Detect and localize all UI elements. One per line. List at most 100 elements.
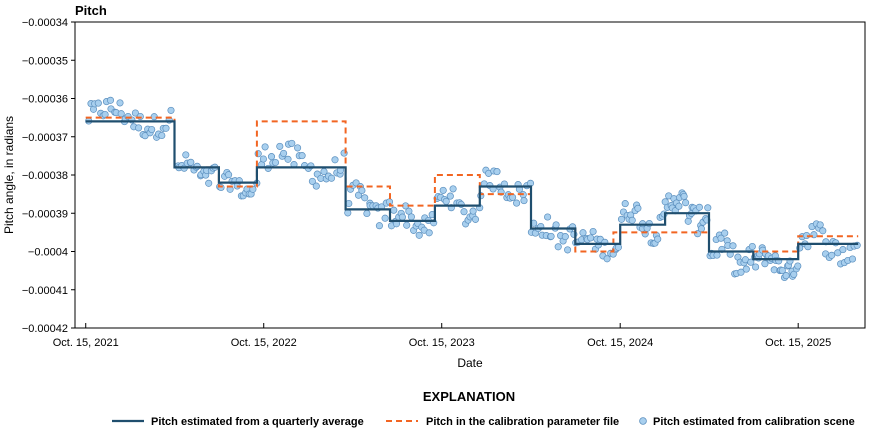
scene-point [158, 131, 166, 140]
y-axis: −0.00034 −0.00035 −0.00036 −0.00037 −0.00038… [22, 17, 75, 335]
scene-point [276, 142, 284, 150]
scene-point [761, 260, 769, 268]
scene-point [682, 199, 690, 207]
scene-point [469, 207, 477, 215]
scene-point [704, 204, 712, 212]
scene-point [794, 262, 802, 270]
x-tick-label: Oct. 15, 2023 [409, 337, 475, 349]
y-tick-label: −0.00035 [22, 55, 68, 67]
x-tick-label: Oct. 15, 2024 [587, 337, 653, 349]
scene-point [634, 204, 642, 212]
scene-point [308, 177, 316, 185]
scene-point [271, 158, 280, 167]
scene-point [259, 155, 267, 163]
scene-point [294, 144, 302, 152]
scene-point [390, 206, 398, 214]
scene-point [358, 186, 366, 195]
scene-point [684, 217, 692, 225]
scene-point [403, 221, 411, 229]
x-tick-label: Oct. 15, 2021 [53, 337, 119, 349]
scene-point [261, 143, 269, 151]
scene-point [375, 222, 383, 230]
scene-point [398, 213, 406, 221]
scene-point [747, 258, 755, 266]
scene-point [106, 96, 115, 104]
scene-point [579, 229, 587, 237]
x-tick-label: Oct. 15, 2022 [231, 337, 297, 349]
legend-quarterly-label: Pitch estimated from a quarterly average [151, 416, 364, 428]
scene-point [136, 112, 144, 121]
scene-point [449, 185, 457, 193]
y-tick-label: −0.00039 [22, 208, 68, 220]
scene-point [182, 151, 190, 159]
scene-point [135, 124, 143, 132]
scene-point [361, 194, 369, 202]
scene-point [513, 199, 521, 207]
scene-point [737, 268, 745, 276]
legend-calibration-label: Pitch in the calibration parameter file [426, 416, 619, 428]
scene-point [167, 106, 175, 114]
scene-point [288, 139, 296, 147]
scene-point [425, 229, 433, 237]
scene-point [509, 193, 517, 201]
scene-point [628, 216, 636, 224]
x-axis-title: Date [457, 356, 483, 370]
legend: EXPLANATION Pitch estimated from a quart… [112, 389, 855, 428]
y-tick-label: −0.00036 [22, 94, 68, 106]
scene-point [249, 185, 257, 193]
y-tick-label: −0.0004 [28, 247, 68, 259]
scene-point [839, 246, 847, 254]
scene-point [205, 179, 213, 187]
y-axis-title: Pitch angle, in radians [2, 116, 16, 234]
scene-point [187, 158, 195, 166]
scene-point [554, 243, 562, 251]
scene-point [225, 171, 233, 179]
scene-point [148, 125, 156, 134]
scene-point [407, 213, 415, 221]
y-tick-label: −0.00037 [22, 132, 68, 144]
scene-point [819, 227, 827, 235]
scene-point [344, 209, 352, 217]
scene-point [778, 266, 786, 275]
scene-point [547, 232, 555, 240]
scene-point [439, 186, 447, 194]
scene-point [493, 168, 501, 176]
legend-title: EXPLANATION [423, 389, 515, 404]
scene-point [298, 152, 306, 160]
scene-point [564, 246, 572, 254]
scene-point [460, 208, 468, 216]
scene-point [721, 229, 729, 237]
scene-point [381, 214, 389, 222]
scene-point [617, 215, 626, 223]
scene-point [589, 227, 597, 236]
x-tick-label: Oct. 15, 2025 [765, 337, 831, 349]
scene-point [729, 242, 737, 250]
scene-point [284, 155, 292, 163]
x-axis: Oct. 15, 2021 Oct. 15, 2022 Oct. 15, 2023 O… [53, 323, 831, 349]
scene-point [363, 209, 371, 218]
scene-point [717, 234, 725, 242]
legend-scene-marker [639, 417, 647, 425]
scene-point [94, 99, 102, 107]
scene-point [752, 263, 760, 271]
scene-point [446, 192, 454, 200]
scene-point [116, 99, 124, 107]
scene-point [552, 221, 560, 229]
scene-point [680, 192, 688, 200]
legend-scene-label: Pitch estimated from calibration scene [653, 416, 855, 428]
calibration-line-layer [85, 116, 859, 253]
quarterly-line [85, 120, 859, 261]
scene-point [713, 251, 721, 259]
scene-point [312, 182, 320, 190]
scene-point [654, 235, 662, 243]
scene-point [331, 156, 339, 164]
scene-point [748, 242, 756, 251]
y-tick-label: −0.00034 [22, 17, 68, 29]
scene-point [614, 243, 622, 251]
scene-point [742, 265, 750, 273]
scatter-layer [85, 96, 861, 282]
scene-point [442, 197, 450, 205]
scene-point [697, 225, 705, 233]
scene-point [162, 124, 170, 132]
